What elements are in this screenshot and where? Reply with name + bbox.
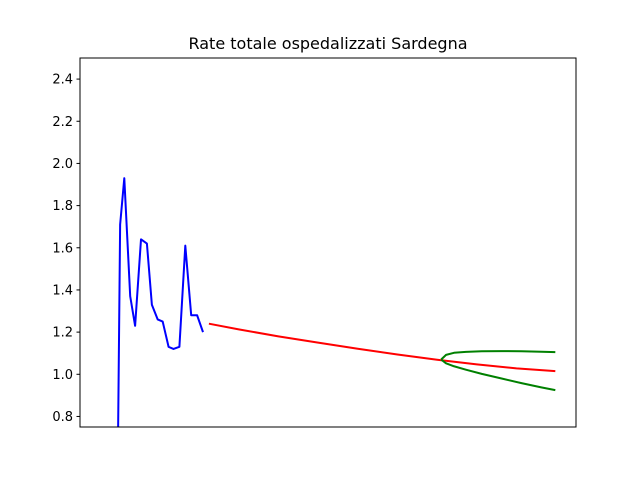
y-tick-label: 0.8 (52, 410, 73, 425)
y-tick-label: 1.6 (52, 241, 73, 256)
series-line-2 (208, 322, 556, 373)
series-line-1 (117, 177, 204, 427)
y-tick-label: 1.8 (52, 199, 73, 214)
plot-area: 0.8 1.0 1.2 1.4 1.6 1.8 2.0 2.2 2.4 (52, 57, 577, 428)
y-tick-label: 1.0 (52, 368, 73, 383)
axes-frame (79, 57, 577, 428)
y-tick-label: 1.2 (52, 326, 73, 341)
series-group (117, 177, 556, 427)
chart-title: Rate totale ospedalizzati Sardegna (188, 34, 467, 53)
y-tick-label: 2.4 (52, 73, 73, 88)
y-tick-label: 2.2 (52, 115, 73, 130)
series-line-4 (440, 358, 556, 392)
y-tick-label: 2.0 (52, 157, 73, 172)
series-line-3 (440, 350, 556, 361)
y-tick-label: 1.4 (52, 283, 73, 298)
